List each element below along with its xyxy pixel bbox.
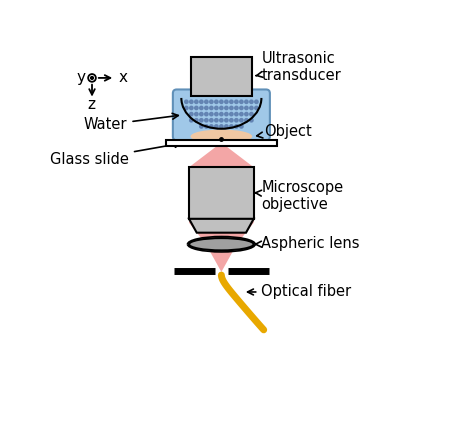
Circle shape [190,106,193,110]
Circle shape [250,100,253,103]
Ellipse shape [189,238,254,250]
Text: Ultrasonic
transducer: Ultrasonic transducer [256,51,341,83]
Text: Water: Water [84,113,178,132]
Circle shape [185,106,188,110]
Text: Aspheric lens: Aspheric lens [255,236,360,251]
Bar [166,139,277,146]
Text: y: y [77,71,86,85]
Circle shape [245,112,248,116]
Circle shape [195,112,198,116]
Circle shape [234,119,238,122]
Circle shape [88,74,96,82]
Circle shape [200,119,203,122]
Circle shape [215,106,218,110]
Circle shape [240,106,243,110]
Circle shape [225,106,228,110]
Circle shape [215,119,218,122]
Circle shape [205,100,208,103]
Circle shape [195,100,198,103]
Ellipse shape [190,130,252,143]
Circle shape [255,106,258,110]
Circle shape [200,106,203,110]
Polygon shape [189,219,254,233]
Circle shape [190,112,193,116]
Text: Microscope
objective: Microscope objective [255,179,344,212]
Circle shape [240,112,243,116]
Circle shape [210,125,213,128]
Circle shape [190,119,193,122]
Circle shape [234,100,238,103]
Circle shape [190,100,193,103]
Circle shape [210,106,213,110]
Polygon shape [189,143,254,272]
Circle shape [240,119,243,122]
Circle shape [225,119,228,122]
Text: Object: Object [257,124,312,139]
Circle shape [91,76,94,79]
Circle shape [250,106,253,110]
Circle shape [219,112,223,116]
Circle shape [219,100,223,103]
Circle shape [200,112,203,116]
Circle shape [205,112,208,116]
Circle shape [245,119,248,122]
Circle shape [234,112,238,116]
Circle shape [205,106,208,110]
Circle shape [234,125,238,128]
Circle shape [240,125,243,128]
Circle shape [219,119,223,122]
Circle shape [255,100,258,103]
Circle shape [215,125,218,128]
Circle shape [225,100,228,103]
Circle shape [205,125,208,128]
Circle shape [240,100,243,103]
Circle shape [200,125,203,128]
Circle shape [210,112,213,116]
Text: z: z [88,97,95,111]
Circle shape [215,112,218,116]
Circle shape [210,119,213,122]
Bar [190,57,252,95]
Text: Optical fiber: Optical fiber [248,285,351,300]
Circle shape [210,100,213,103]
Circle shape [230,119,233,122]
Circle shape [250,119,253,122]
Text: x: x [119,71,128,85]
Circle shape [205,119,208,122]
Circle shape [230,106,233,110]
Circle shape [230,112,233,116]
Circle shape [195,106,198,110]
Circle shape [225,125,228,128]
Circle shape [230,125,233,128]
Circle shape [230,100,233,103]
Circle shape [245,100,248,103]
Text: Glass slide: Glass slide [50,142,181,167]
Circle shape [215,100,218,103]
Circle shape [219,106,223,110]
FancyBboxPatch shape [173,90,270,140]
Circle shape [219,125,223,128]
Circle shape [225,112,228,116]
Circle shape [200,100,203,103]
Circle shape [234,106,238,110]
Circle shape [185,100,188,103]
Circle shape [245,106,248,110]
Bar [189,167,254,219]
Circle shape [250,112,253,116]
Circle shape [195,119,198,122]
